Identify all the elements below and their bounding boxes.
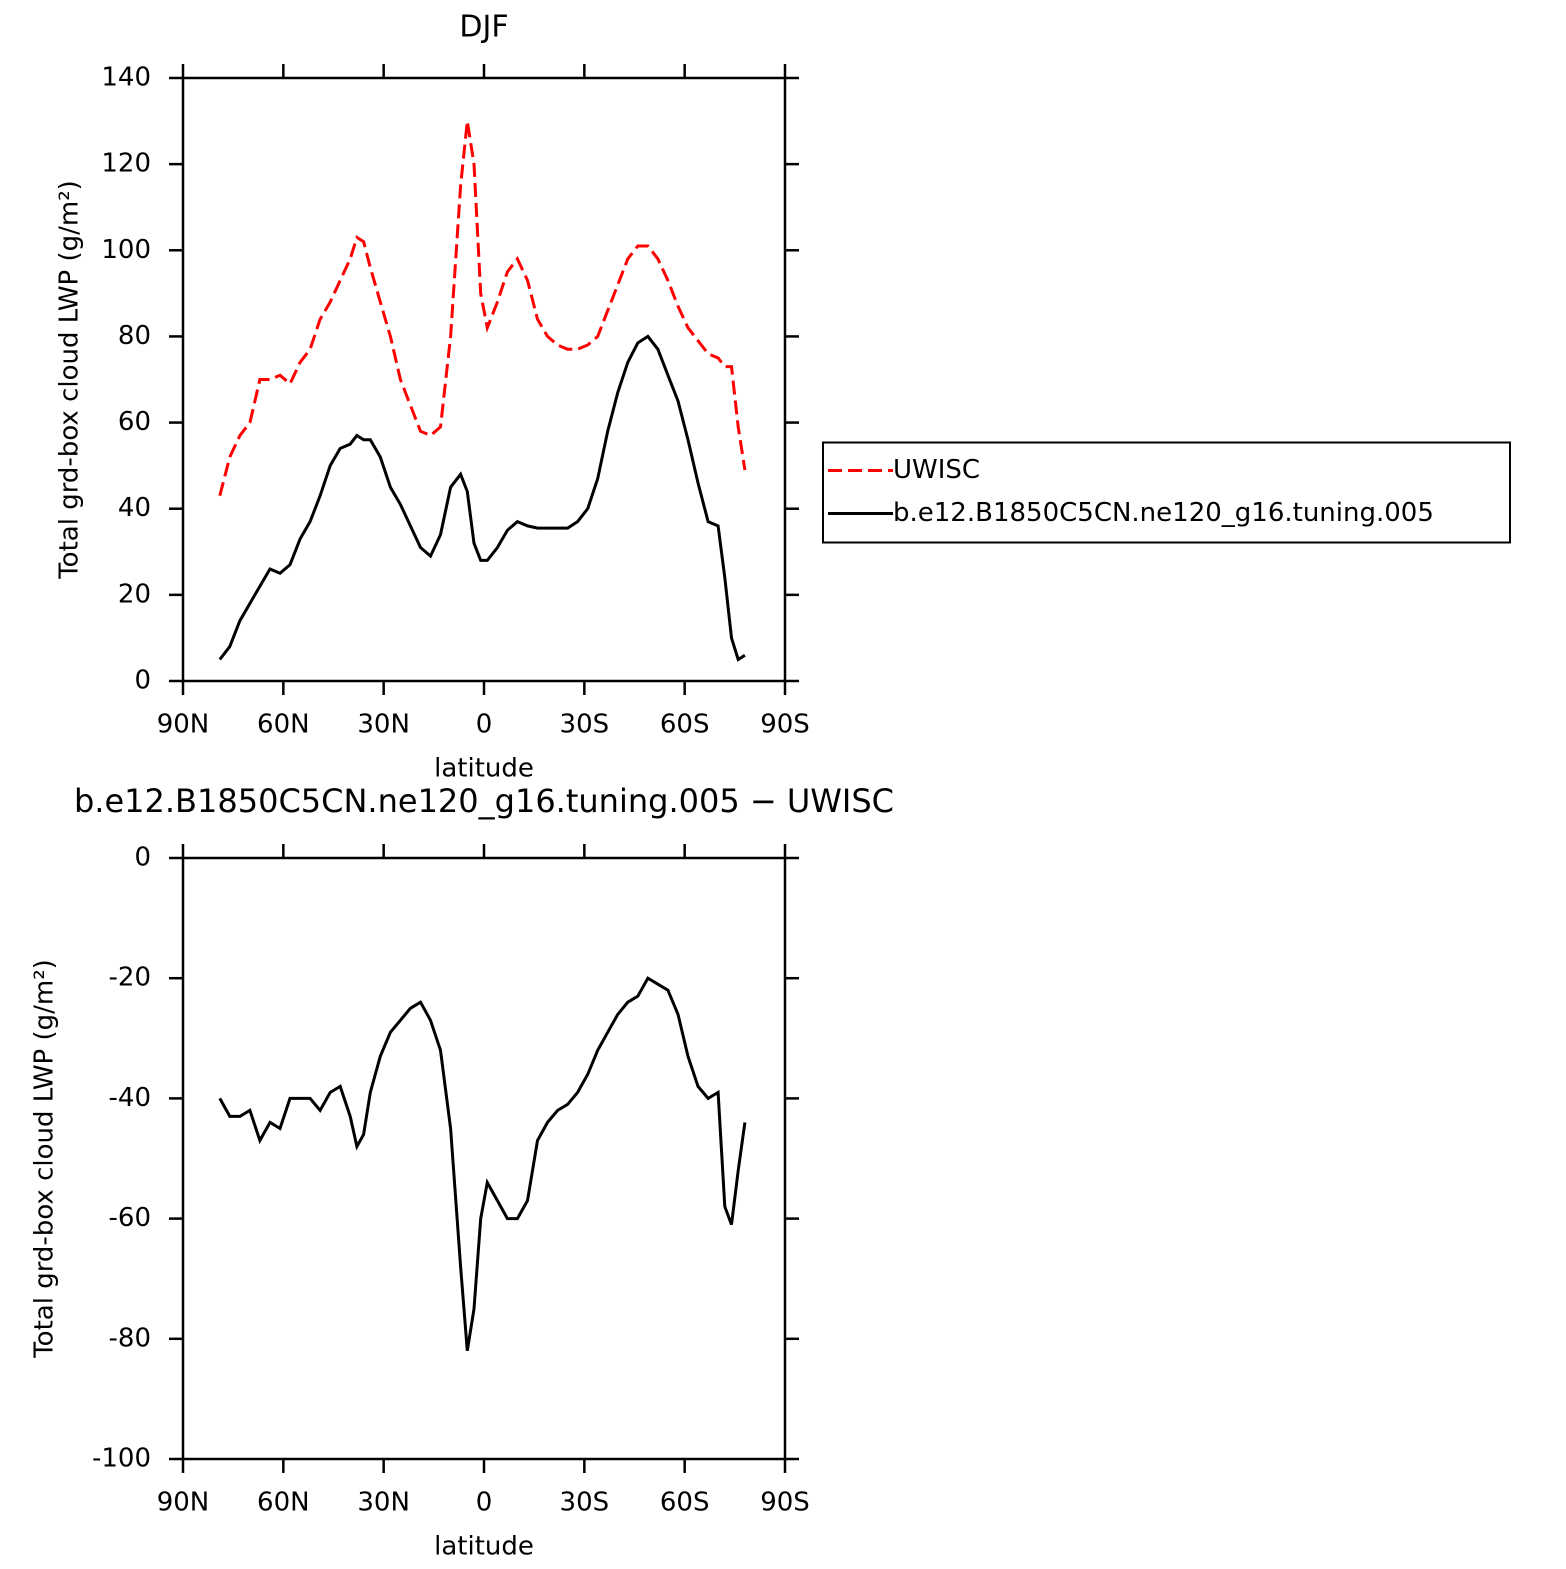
plot-frame xyxy=(181,856,787,1461)
y-tick-label: 140 xyxy=(101,63,151,93)
y-tick-label: 80 xyxy=(118,321,151,351)
y-tick-label: -60 xyxy=(109,1203,151,1233)
x-tick-label: 30S xyxy=(560,1488,610,1518)
y-tick-label: 120 xyxy=(101,149,151,179)
data-line xyxy=(218,976,747,1352)
y-tick-label: 0 xyxy=(134,843,151,873)
y-tick-label: 60 xyxy=(118,407,151,437)
data-line xyxy=(218,120,747,497)
x-tick-label: 60N xyxy=(257,1488,310,1518)
y-tick-label: 100 xyxy=(101,235,151,265)
x-axis-label: latitude xyxy=(434,754,534,784)
x-tick-label: 90N xyxy=(157,1488,210,1518)
data-line xyxy=(218,334,746,662)
panel: DJF latitude Total grd-box cloud LWP (g/m²… xyxy=(55,10,1511,784)
y-tick-label: -40 xyxy=(109,1083,151,1113)
legend-box xyxy=(822,441,1511,544)
x-tick-label: 60S xyxy=(660,1488,710,1518)
y-tick-label: -80 xyxy=(109,1323,151,1353)
y-axis-label: Total grd-box cloud LWP (g/m²) xyxy=(55,180,85,580)
plot-frame xyxy=(181,76,787,683)
panel: b.e12.B1850C5CN.ne120_g16.tuning.005 − U… xyxy=(30,782,895,1562)
y-axis-label: Total grd-box cloud LWP (g/m²) xyxy=(30,959,60,1359)
x-tick-label: 60S xyxy=(660,710,710,740)
x-tick-label: 30N xyxy=(357,710,410,740)
x-tick-label: 90N xyxy=(157,710,210,740)
x-axis-label: latitude xyxy=(434,1532,534,1562)
y-tick-label: -100 xyxy=(92,1444,151,1474)
x-tick-label: 90S xyxy=(760,710,810,740)
x-tick-label: 30S xyxy=(560,710,610,740)
legend-label: UWISC xyxy=(893,455,980,485)
y-tick-label: 0 xyxy=(134,666,151,696)
y-tick-label: 40 xyxy=(118,493,151,523)
x-tick-label: 30N xyxy=(357,1488,410,1518)
x-tick-label: 60N xyxy=(257,710,310,740)
chart-title: DJF xyxy=(459,10,508,45)
y-tick-label: -20 xyxy=(109,963,151,993)
x-tick-label: 90S xyxy=(760,1488,810,1518)
x-tick-label: 0 xyxy=(476,1488,493,1518)
x-tick-label: 0 xyxy=(476,710,493,740)
legend-label: b.e12.B1850C5CN.ne120_g16.tuning.005 xyxy=(893,498,1434,528)
y-tick-label: 20 xyxy=(118,579,151,609)
chart-title: b.e12.B1850C5CN.ne120_g16.tuning.005 − U… xyxy=(74,782,894,820)
